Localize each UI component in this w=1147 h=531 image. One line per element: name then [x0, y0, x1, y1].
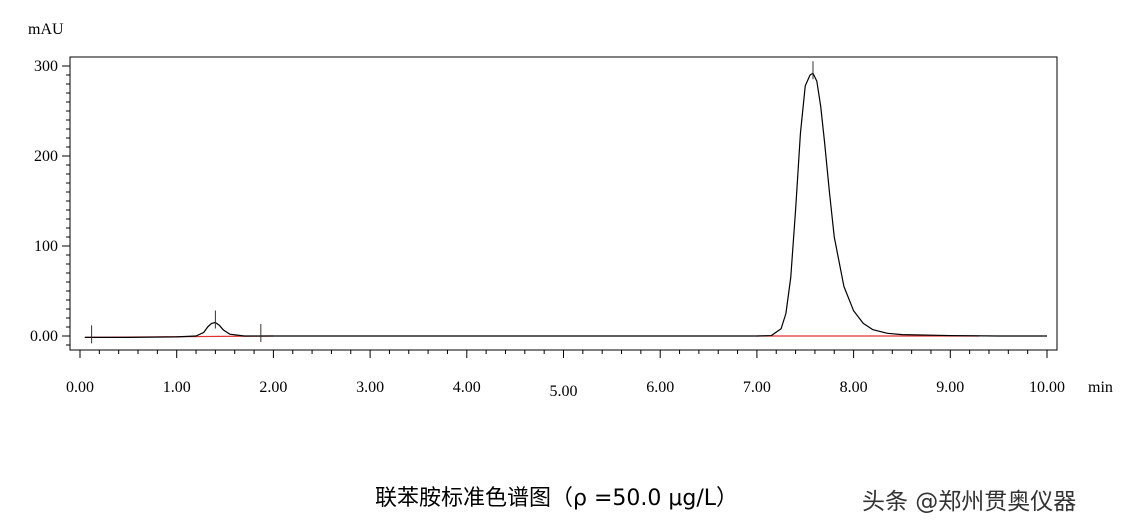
x-tick-label: 0.00 [66, 379, 94, 396]
chromatogram-trace [84, 72, 1047, 338]
x-tick-label: 1.00 [163, 379, 191, 396]
watermark: 头条 @郑州贯奥仪器 [862, 489, 1077, 515]
y-tick-label: 0.00 [30, 328, 58, 345]
x-tick-label: 4.00 [453, 379, 481, 396]
x-axis-label: min [1088, 379, 1113, 396]
figure-caption: 联苯胺标准色谱图（ρ =50.0 μg/L） [375, 486, 739, 511]
x-tick-label: 5.00 [550, 383, 578, 400]
x-tick-label: 9.00 [936, 379, 964, 396]
x-tick-label: 10.00 [1029, 379, 1065, 396]
x-tick-label: 2.00 [259, 379, 287, 396]
y-tick-label: 300 [34, 58, 58, 75]
x-tick-label: 7.00 [743, 379, 771, 396]
x-tick-label: 3.00 [356, 379, 384, 396]
peak-markers [91, 61, 814, 344]
x-tick-label: 8.00 [840, 379, 868, 396]
x-axis: 0.00 1.00 2.00 3.00 4.00 5.00 6.00 7.00 8.00 9.00… [66, 350, 1065, 400]
y-axis: 0.00 100 200 300 [30, 58, 70, 346]
y-axis-label: mAU [28, 21, 64, 38]
chromatogram-chart: 0.00 1.00 2.00 3.00 4.00 5.00 6.00 7.00 8.00 9.00… [28, 21, 1113, 400]
plot-frame [69, 56, 1058, 351]
series-layer [84, 72, 1047, 338]
x-tick-label: 6.00 [646, 379, 674, 396]
y-tick-label: 100 [34, 238, 58, 255]
y-tick-label: 200 [34, 148, 58, 165]
